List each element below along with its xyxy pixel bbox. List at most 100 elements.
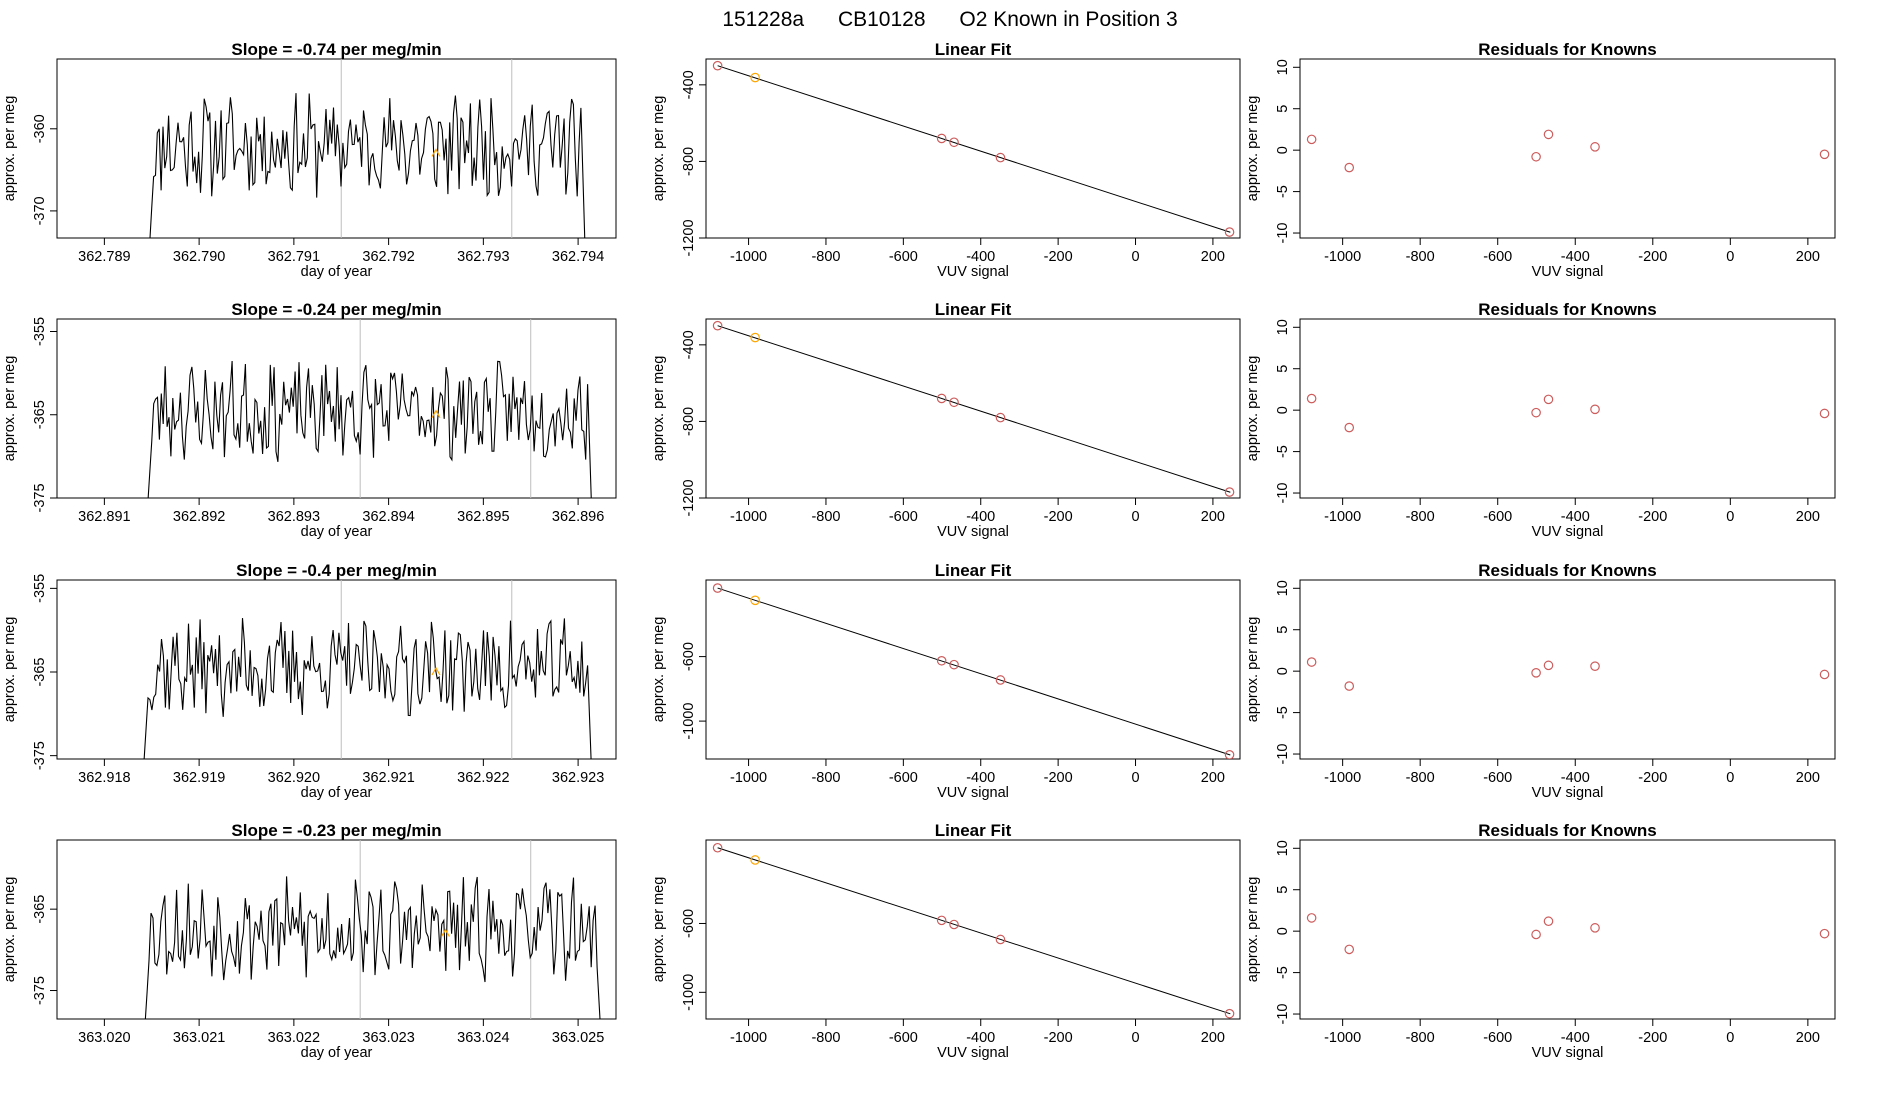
x-tick-label: -1000 xyxy=(730,249,767,265)
x-tick-label: -400 xyxy=(1561,1030,1590,1046)
panel-title: Slope = -0.23 per meg/min xyxy=(231,821,441,840)
x-tick-label: 362.893 xyxy=(268,509,320,525)
x-tick-label: -600 xyxy=(1483,770,1512,786)
x-tick-label: 362.923 xyxy=(552,770,604,786)
plot-area xyxy=(144,840,601,1019)
y-tick-label: -10 xyxy=(1275,483,1291,504)
plot-frame xyxy=(705,318,1241,499)
panel-title: Slope = -0.74 per meg/min xyxy=(231,40,441,59)
y-axis-label: approx. per meg xyxy=(1245,617,1261,723)
x-tick-label: -1000 xyxy=(1324,1030,1361,1046)
y-tick-label: 5 xyxy=(1275,626,1291,634)
x-tick-label: -1000 xyxy=(1324,509,1361,525)
y-axis-label: approx. per meg xyxy=(651,617,667,723)
data-point xyxy=(1344,422,1355,433)
x-tick-label: -600 xyxy=(889,1030,918,1046)
panel-r0-c0: Slope = -0.74 per meg/min 362.789 362.790 3… xyxy=(2,40,617,280)
highlight-point xyxy=(750,332,760,343)
y-axis-label: approx. per meg xyxy=(2,617,18,723)
x-tick-label: -600 xyxy=(1483,509,1512,525)
data-point xyxy=(949,659,959,670)
y-tick-label: -1200 xyxy=(681,219,697,256)
panel-r0-c1: Linear Fit -1000 -800 -600 -400 -200 0 200 VUV s… xyxy=(651,40,1241,280)
x-tick-label: -1000 xyxy=(730,770,767,786)
x-tick-label: 362.892 xyxy=(173,509,225,525)
x-axis-label: VUV signal xyxy=(937,264,1009,280)
plot-area xyxy=(1306,393,1830,433)
y-tick-label: 0 xyxy=(1275,927,1291,935)
x-tick-label: 362.789 xyxy=(78,249,130,265)
data-point xyxy=(1344,162,1355,173)
y-tick-label: -365 xyxy=(32,657,48,686)
data-point xyxy=(1531,407,1541,418)
x-tick-label: -800 xyxy=(1406,1030,1435,1046)
y-tick-label: -400 xyxy=(681,70,697,99)
x-axis-label: VUV signal xyxy=(937,524,1009,540)
x-tick-label: -400 xyxy=(1561,249,1590,265)
x-tick-label: 0 xyxy=(1726,770,1734,786)
y-tick-label: 10 xyxy=(1275,840,1291,856)
x-tick-label: 0 xyxy=(1131,770,1139,786)
y-tick-label: -365 xyxy=(32,895,48,924)
x-tick-label: 362.891 xyxy=(78,509,130,525)
x-tick-label: 0 xyxy=(1131,509,1139,525)
data-point xyxy=(1531,929,1541,940)
x-tick-label: 362.793 xyxy=(457,249,509,265)
y-tick-label: 0 xyxy=(1275,406,1291,414)
x-axis-label: VUV signal xyxy=(937,1045,1009,1061)
y-axis-label: approx. per meg xyxy=(1245,356,1261,462)
x-tick-label: -1000 xyxy=(730,1030,767,1046)
figure-title: 151228a CB10128 O2 Known in Position 3 xyxy=(722,8,1177,31)
x-axis-label: VUV signal xyxy=(1532,1045,1604,1061)
x-tick-label: -200 xyxy=(1044,770,1073,786)
fit-line xyxy=(717,847,1231,1015)
panel-title: Linear Fit xyxy=(935,40,1012,59)
x-tick-label: 362.922 xyxy=(457,770,509,786)
x-tick-label: -800 xyxy=(1406,509,1435,525)
data-point xyxy=(995,934,1006,945)
x-tick-label: 200 xyxy=(1201,249,1225,265)
x-tick-label: -800 xyxy=(811,249,840,265)
y-tick-label: -5 xyxy=(1275,966,1291,979)
plot-area xyxy=(712,320,1235,497)
data-point xyxy=(1819,669,1830,680)
highlight-point xyxy=(750,595,760,606)
data-point xyxy=(1819,928,1830,939)
fit-line xyxy=(717,587,1231,756)
x-tick-label: 200 xyxy=(1796,509,1820,525)
panel-r0-c2: Residuals for Knowns-1000 -800 -600 -400 -20… xyxy=(1245,40,1836,280)
y-tick-label: -370 xyxy=(32,196,48,225)
data-point xyxy=(1819,408,1830,419)
x-tick-label: -400 xyxy=(966,770,995,786)
panel-r2-c2: Residuals for Knowns-1000 -800 -600 -400 -20… xyxy=(1245,561,1836,801)
x-tick-label: -800 xyxy=(811,770,840,786)
data-point xyxy=(1224,227,1235,237)
y-axis-label: approx. per meg xyxy=(2,877,18,983)
x-tick-label: -800 xyxy=(811,1030,840,1046)
data-point xyxy=(995,152,1006,163)
data-point xyxy=(1531,151,1541,162)
x-tick-label: 362.895 xyxy=(457,509,509,525)
x-tick-label: -600 xyxy=(1483,249,1512,265)
x-tick-label: 0 xyxy=(1726,1030,1734,1046)
x-tick-label: 362.921 xyxy=(362,770,414,786)
data-point xyxy=(1590,923,1600,933)
y-axis-label: approx. per meg xyxy=(651,877,667,983)
panel-title: Residuals for Knowns xyxy=(1478,40,1657,59)
y-tick-label: -5 xyxy=(1275,185,1291,198)
y-axis-label: approx. per meg xyxy=(651,96,667,202)
x-tick-label: 362.791 xyxy=(268,249,320,265)
cylinder-id: CB10128 xyxy=(838,8,926,31)
x-tick-label: -400 xyxy=(1561,509,1590,525)
y-tick-label: -800 xyxy=(681,147,697,176)
x-tick-label: 200 xyxy=(1796,249,1820,265)
y-axis-label: approx. per meg xyxy=(2,356,18,462)
x-tick-label: -200 xyxy=(1638,770,1667,786)
x-tick-label: 362.792 xyxy=(362,249,414,265)
plot-area xyxy=(712,842,1235,1019)
plot-frame xyxy=(56,58,617,239)
data-point xyxy=(949,919,959,930)
x-tick-label: -600 xyxy=(889,249,918,265)
x-tick-label: 0 xyxy=(1131,1030,1139,1046)
signal-trace xyxy=(144,876,601,1019)
